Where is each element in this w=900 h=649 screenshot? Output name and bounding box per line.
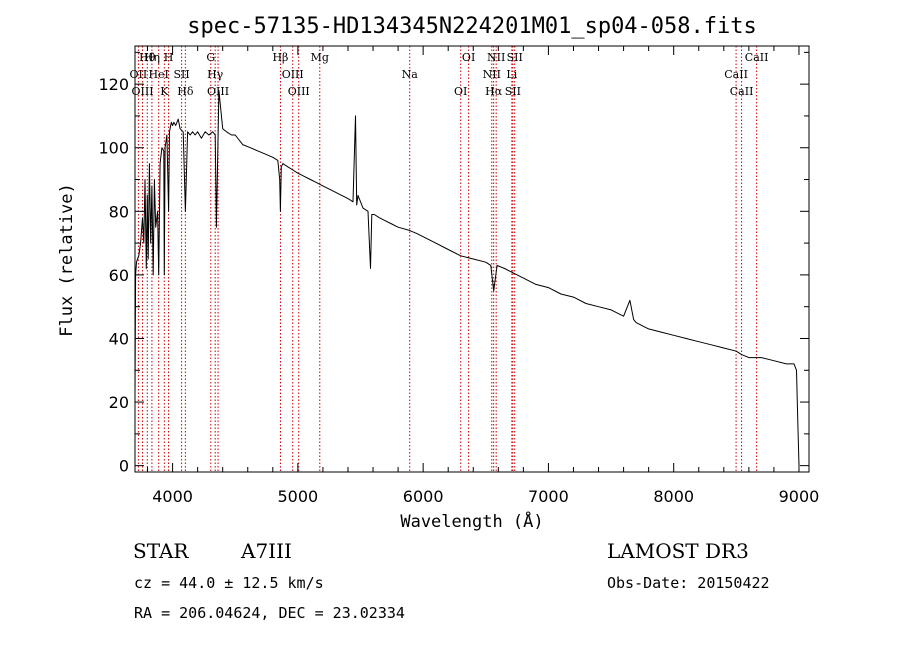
line-label: NII bbox=[483, 68, 501, 81]
x-tick-label: 4000 bbox=[152, 487, 193, 506]
y-tick-label: 60 bbox=[109, 266, 129, 285]
object-class: STAR bbox=[133, 539, 189, 563]
line-label: Hη bbox=[144, 51, 160, 64]
line-label: CaII bbox=[730, 85, 754, 98]
line-label: CaII bbox=[724, 68, 748, 81]
line-label: Hβ bbox=[272, 51, 288, 64]
chart-title: spec-57135-HD134345N224201M01_sp04-058.f… bbox=[187, 14, 757, 39]
line-label: OII bbox=[130, 68, 148, 81]
line-label: OIII bbox=[288, 85, 310, 98]
emission-line-markers bbox=[137, 46, 758, 472]
x-tick-label: 8000 bbox=[653, 487, 694, 506]
y-tick-label: 100 bbox=[98, 139, 129, 158]
x-axis-label: Wavelength (Å) bbox=[400, 510, 543, 532]
spectrum-curve-layer bbox=[134, 90, 800, 466]
y-axis-label: Flux (relative) bbox=[57, 183, 77, 337]
line-label: SII bbox=[173, 68, 189, 81]
line-label: OIII bbox=[282, 68, 304, 81]
emission-line-labels: Hθ OII OIII Hη HeI K H SII Hδ G Hγ OIII Hβ OIII OIII Mg… bbox=[130, 51, 769, 98]
x-tick-label: 6000 bbox=[403, 487, 444, 506]
line-label: Hγ bbox=[207, 68, 224, 81]
line-label: Hα bbox=[485, 85, 503, 98]
line-label: HeI bbox=[148, 68, 168, 81]
y-tick-label: 80 bbox=[109, 202, 129, 221]
line-label: Na bbox=[402, 68, 419, 81]
line-label: Li bbox=[506, 68, 517, 81]
line-label: CaII bbox=[745, 51, 769, 64]
y-tick-label: 20 bbox=[109, 393, 129, 412]
y-axis-ticks: 0 20 40 60 80 100 120 bbox=[98, 51, 809, 476]
y-tick-label: 0 bbox=[119, 457, 129, 476]
redshift-readout: cz = 44.0 ± 12.5 km/s bbox=[134, 574, 324, 592]
line-label: Mg bbox=[311, 51, 329, 64]
x-tick-label: 7000 bbox=[528, 487, 569, 506]
survey-release: LAMOST DR3 bbox=[607, 539, 749, 563]
x-axis-ticks: 4000 5000 6000 7000 8000 9000 bbox=[147, 46, 820, 506]
y-tick-label: 40 bbox=[109, 329, 129, 348]
line-label: Hδ bbox=[177, 85, 194, 98]
line-label: Hθ bbox=[139, 51, 156, 64]
observation-date: Obs-Date: 20150422 bbox=[607, 574, 770, 592]
line-label: OIII bbox=[207, 85, 229, 98]
spectral-subclass: A7III bbox=[241, 539, 292, 563]
line-label: OI bbox=[462, 51, 475, 64]
line-label: K bbox=[160, 85, 169, 98]
line-label: SII bbox=[507, 51, 523, 64]
line-label: OIII bbox=[131, 85, 153, 98]
line-label: G bbox=[206, 51, 215, 64]
x-tick-label: 5000 bbox=[278, 487, 319, 506]
x-tick-label: 9000 bbox=[779, 487, 820, 506]
line-label: OI bbox=[454, 85, 467, 98]
line-label: NII bbox=[487, 51, 505, 64]
spectrum-series bbox=[134, 90, 800, 466]
line-label: SII bbox=[505, 85, 521, 98]
plot-frame bbox=[134, 45, 810, 473]
coordinates-readout: RA = 206.04624, DEC = 23.02334 bbox=[134, 604, 405, 622]
line-label: H bbox=[164, 51, 174, 64]
y-tick-label: 120 bbox=[98, 75, 129, 94]
